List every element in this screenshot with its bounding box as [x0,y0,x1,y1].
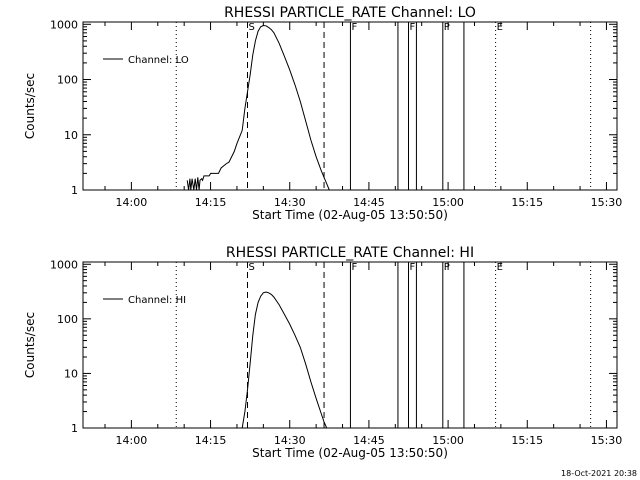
footer-timestamp: 18-Oct-2021 20:38 [561,469,637,478]
y-tick-label: 100 [57,313,78,326]
event-marker-label: E [497,22,503,33]
x-tick-label: 14:30 [274,196,306,209]
chart-title: RHESSI PARTICLE_RATE Channel: HI [226,245,474,261]
legend-entry: Channel: HI [128,295,186,306]
x-tick-label: 15:00 [432,434,464,447]
y-tick-label: 1 [71,422,78,435]
x-tick-label: 14:00 [116,196,148,209]
y-tick-label: 1000 [50,18,78,31]
x-tick-label: 14:45 [353,196,385,209]
chart-panel-1: RHESSI PARTICLE_RATE Channel: LO 14:00 14:… [23,5,622,222]
y-tick-label: 1 [71,184,78,197]
x-tick-label: 15:15 [511,196,543,209]
x-axis-label: Start Time (02-Aug-05 13:50:50) [252,208,448,222]
x-tick-label: 15:30 [591,434,623,447]
y-tick-label: 1000 [50,258,78,271]
event-marker-label: F [351,22,357,33]
y-tick-label: 10 [64,129,78,142]
x-tick-label: 14:15 [195,434,227,447]
series-line [186,24,330,191]
chart-panel-2: RHESSI PARTICLE_RATE Channel: HI 14:00 14:… [23,245,622,460]
series-line [241,291,328,429]
y-axis-label: Counts/sec [23,73,37,139]
x-tick-label: 14:45 [353,434,385,447]
event-marker-label: F [410,262,416,273]
x-tick-label: 14:30 [274,434,306,447]
event-marker-label: S [249,262,255,273]
event-marker-label: S [249,22,255,33]
x-tick-label: 15:30 [591,196,623,209]
x-axis-label: Start Time (02-Aug-05 13:50:50) [252,446,448,460]
y-tick-label: 10 [64,367,78,380]
event-marker-label: F [351,262,357,273]
x-tick-label: 15:15 [511,434,543,447]
x-tick-label: 14:00 [116,434,148,447]
y-axis-label: Counts/sec [23,312,37,378]
event-marker-label: F [410,22,416,33]
legend-entry: Channel: LO [128,55,189,66]
chart-title: RHESSI PARTICLE_RATE Channel: LO [224,5,476,21]
x-tick-label: 14:15 [195,196,227,209]
event-marker-label: P [444,22,450,33]
event-marker-label: P [444,262,450,273]
event-marker-label: E [497,262,503,273]
y-tick-label: 100 [57,74,78,87]
x-tick-label: 15:00 [432,196,464,209]
